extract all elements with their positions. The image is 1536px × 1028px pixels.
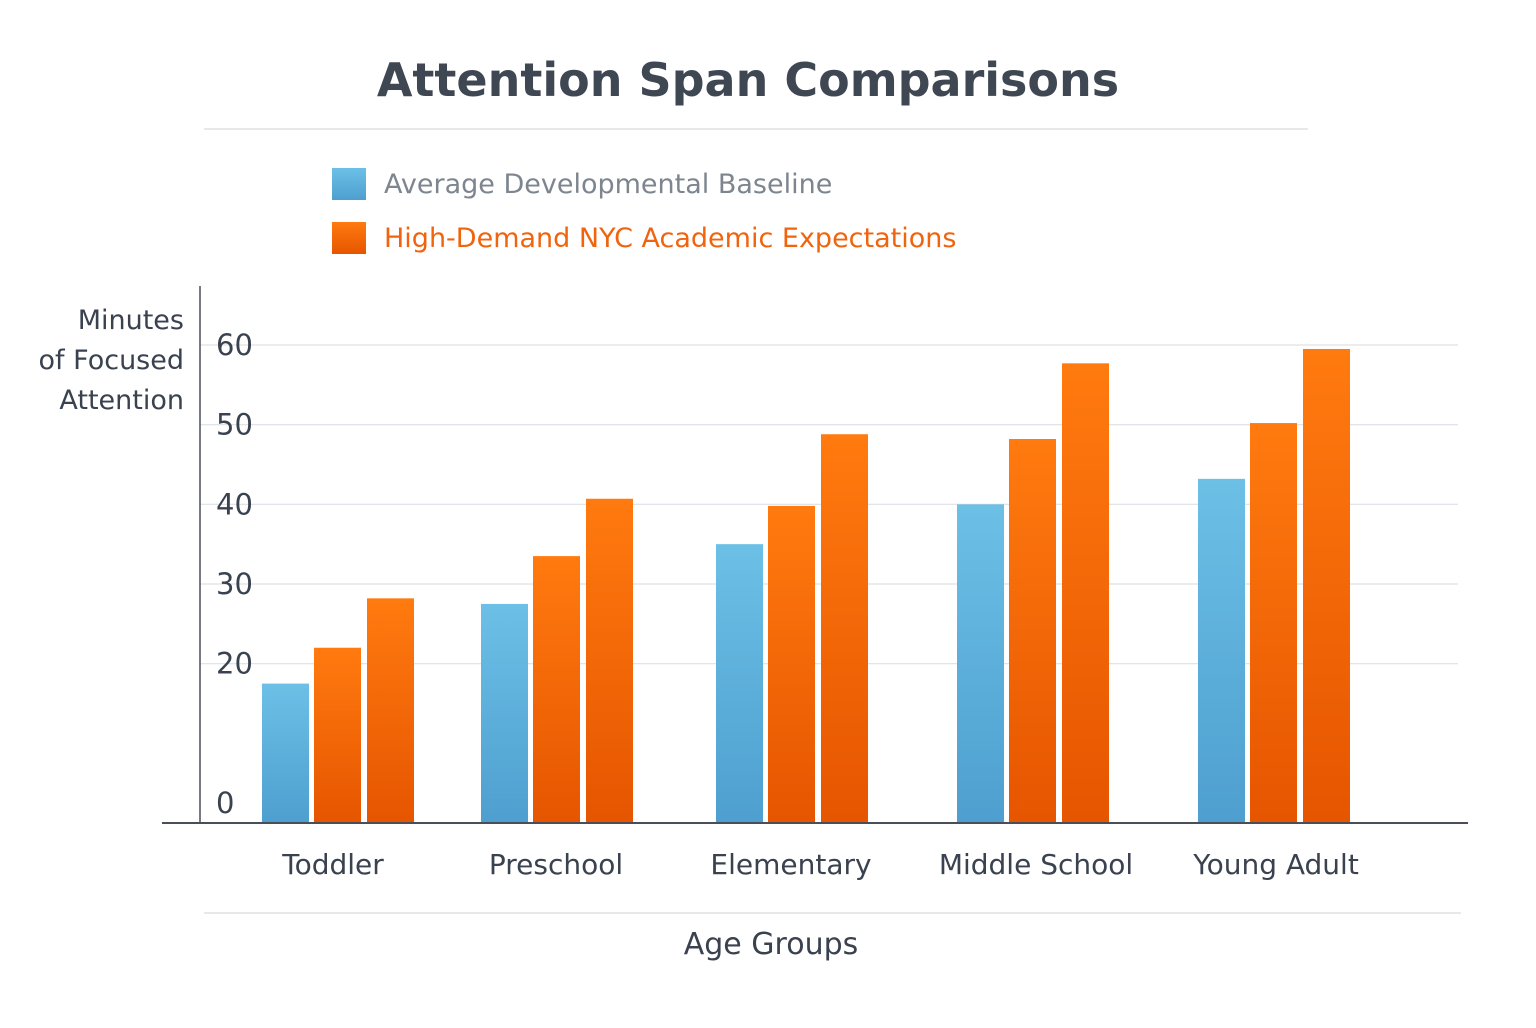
x-axis-ticks: Toddler Preschool Elementary Middle School Y… bbox=[281, 848, 1359, 881]
x-tick-label: Preschool bbox=[489, 848, 623, 881]
bar-elementary-series-2 bbox=[768, 505, 815, 823]
y-tick-label: 50 bbox=[216, 408, 253, 442]
bar-middle-school-series-2 bbox=[1009, 439, 1056, 823]
bar-preschool-series-3 bbox=[586, 498, 633, 823]
chart-title: Attention Span Comparisons bbox=[377, 53, 1119, 107]
bar-toddler-series-1 bbox=[262, 683, 309, 823]
bar-elementary-series-1 bbox=[716, 544, 763, 823]
x-tick-label: Middle School bbox=[939, 848, 1133, 881]
y-axis-label-line: Minutes bbox=[78, 305, 184, 336]
x-tick-label: Elementary bbox=[710, 848, 871, 881]
legend-label-high: High-Demand NYC Academic Expectations bbox=[384, 223, 956, 254]
bar-middle-school-series-1 bbox=[957, 504, 1004, 823]
bar-preschool-series-2 bbox=[533, 556, 580, 823]
bar-toddler-series-3 bbox=[367, 598, 414, 823]
legend: Average Developmental Baseline High-Deman… bbox=[332, 168, 956, 254]
y-axis-label: Minutes of Focused Attention bbox=[39, 305, 184, 416]
x-tick-label: Young Adult bbox=[1192, 848, 1359, 881]
x-axis-label: Age Groups bbox=[684, 927, 859, 962]
legend-label-baseline: Average Developmental Baseline bbox=[384, 169, 832, 200]
y-tick-label: 0 bbox=[216, 786, 234, 820]
y-axis-label-line: Attention bbox=[59, 385, 184, 416]
legend-swatch-high bbox=[332, 222, 366, 254]
bar-young-adult-series-1 bbox=[1198, 478, 1245, 823]
y-tick-label: 20 bbox=[216, 647, 253, 681]
y-axis-ticks: 0 20 30 40 50 60 bbox=[216, 328, 253, 820]
y-axis-label-line: of Focused bbox=[39, 345, 184, 376]
bar-middle-school-series-3 bbox=[1062, 363, 1109, 823]
y-tick-label: 30 bbox=[216, 567, 253, 601]
bar-young-adult-series-3 bbox=[1303, 348, 1350, 823]
bar-young-adult-series-2 bbox=[1250, 423, 1297, 823]
y-tick-label: 40 bbox=[216, 487, 253, 521]
y-tick-label: 60 bbox=[216, 328, 253, 362]
legend-swatch-baseline bbox=[332, 168, 366, 200]
bar-preschool-series-1 bbox=[481, 603, 528, 823]
bar-toddler-series-2 bbox=[314, 647, 361, 823]
x-tick-label: Toddler bbox=[281, 848, 384, 881]
bars bbox=[262, 348, 1350, 823]
bar-elementary-series-3 bbox=[821, 434, 868, 823]
